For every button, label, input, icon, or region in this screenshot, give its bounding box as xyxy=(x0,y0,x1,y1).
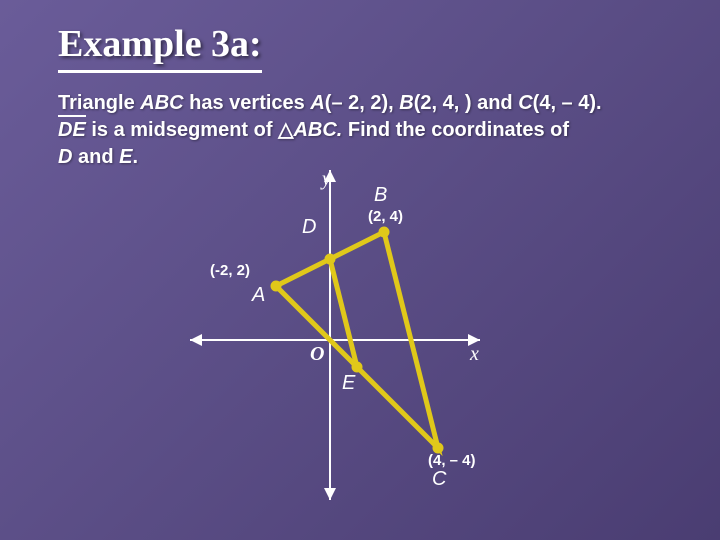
coord-a: (– 2, 2), xyxy=(325,92,399,114)
x-label: x xyxy=(469,343,479,365)
label-b: B xyxy=(374,184,387,206)
text-part: has vertices xyxy=(184,92,311,114)
dot-e xyxy=(352,362,362,372)
segment-de: DE xyxy=(58,117,86,144)
label-a: A xyxy=(251,284,265,306)
text-period: . xyxy=(132,146,138,168)
text-part: Triangle xyxy=(58,92,140,114)
coord-b-label: (2, 4) xyxy=(368,208,403,225)
coord-b: (2, 4, ) and xyxy=(414,92,518,114)
problem-text: Triangle ABC has vertices A(– 2, 2), B(2… xyxy=(58,90,680,171)
point-e: E xyxy=(119,146,132,168)
coord-a-label: (-2, 2) xyxy=(210,262,250,279)
text-and: and xyxy=(72,146,119,168)
origin-label: O xyxy=(310,343,324,365)
vertex-b: B xyxy=(399,92,413,114)
label-d: D xyxy=(302,216,316,238)
point-d: D xyxy=(58,146,72,168)
y-label: y xyxy=(320,168,331,190)
label-e: E xyxy=(342,372,356,394)
label-c: C xyxy=(432,468,447,490)
dot-b xyxy=(379,227,389,237)
dot-d xyxy=(325,254,335,264)
vertex-a: A xyxy=(310,92,324,114)
vertex-c: C xyxy=(518,92,532,114)
coord-c-label: (4, – 4) xyxy=(428,452,476,469)
y-arrow-down xyxy=(324,488,336,500)
triangle-symbol: △ xyxy=(278,119,293,141)
coord-c: (4, – 4). xyxy=(533,92,602,114)
triangle-diagram: y x O (-2, 2) A B (2, 4) D E (4, – 4) C xyxy=(150,165,550,525)
abc-tri: ABC. xyxy=(293,119,342,141)
text-part: is a midsegment of xyxy=(86,119,278,141)
abc-italic: ABC xyxy=(140,92,183,114)
text-part: Find the coordinates of xyxy=(342,119,569,141)
x-arrow-left xyxy=(190,334,202,346)
slide-title: Example 3a: xyxy=(58,22,262,73)
dot-a xyxy=(271,281,281,291)
